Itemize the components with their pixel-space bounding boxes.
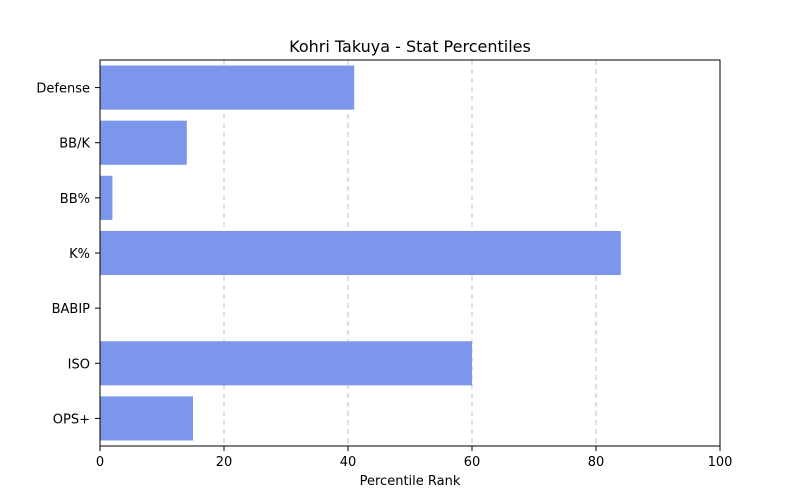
y-tick-label: Defense <box>36 82 90 97</box>
bar-bb-k <box>100 120 187 165</box>
bar-ops- <box>100 396 193 441</box>
y-tick-label: BB% <box>60 192 90 207</box>
y-axis: Defense BB/K BB% K% BABIP ISO OPS+ <box>36 82 100 427</box>
y-tick-label: ISO <box>68 357 90 372</box>
x-tick-label: 60 <box>464 455 481 470</box>
y-tick-label: BB/K <box>59 137 90 152</box>
bar-defense <box>100 65 355 110</box>
bar-layer <box>100 65 621 441</box>
x-axis: 0 20 40 60 80 100 <box>96 446 733 470</box>
y-tick-label: OPS+ <box>53 412 90 427</box>
y-tick-label: BABIP <box>52 302 91 317</box>
bar-iso <box>100 341 472 386</box>
x-tick-label: 80 <box>588 455 605 470</box>
bar-bb- <box>100 175 113 220</box>
x-tick-label: 20 <box>216 455 233 470</box>
chart-title: Kohri Takuya - Stat Percentiles <box>289 37 531 56</box>
x-tick-label: 40 <box>340 455 357 470</box>
bar-k- <box>100 230 621 276</box>
x-axis-label: Percentile Rank <box>360 474 461 489</box>
y-tick-label: K% <box>69 247 90 262</box>
x-tick-label: 0 <box>96 455 104 470</box>
x-tick-label: 100 <box>708 455 733 470</box>
